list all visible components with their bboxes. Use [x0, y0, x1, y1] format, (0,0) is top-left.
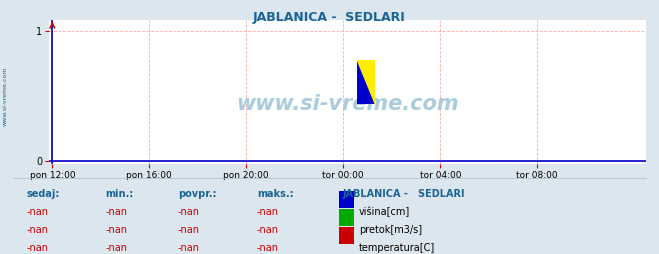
Text: -nan: -nan [26, 243, 48, 252]
Text: pretok[m3/s]: pretok[m3/s] [359, 225, 422, 235]
Polygon shape [357, 60, 375, 104]
Text: www.si-vreme.com: www.si-vreme.com [237, 93, 459, 114]
Text: sedaj:: sedaj: [26, 189, 60, 199]
Text: -nan: -nan [26, 207, 48, 217]
Text: -nan: -nan [26, 225, 48, 235]
Text: -nan: -nan [105, 207, 127, 217]
Text: temperatura[C]: temperatura[C] [359, 243, 436, 252]
Text: višina[cm]: višina[cm] [359, 207, 411, 217]
Text: -nan: -nan [257, 207, 279, 217]
Polygon shape [357, 60, 375, 104]
Text: -nan: -nan [105, 243, 127, 252]
Text: povpr.:: povpr.: [178, 189, 216, 199]
Text: -nan: -nan [257, 243, 279, 252]
Text: -nan: -nan [257, 225, 279, 235]
Text: www.si-vreme.com: www.si-vreme.com [3, 67, 8, 126]
Text: JABLANICA -   SEDLARI: JABLANICA - SEDLARI [343, 189, 465, 199]
Text: -nan: -nan [105, 225, 127, 235]
Text: -nan: -nan [178, 207, 200, 217]
Text: min.:: min.: [105, 189, 134, 199]
Text: -nan: -nan [178, 243, 200, 252]
Text: -nan: -nan [178, 225, 200, 235]
Text: maks.:: maks.: [257, 189, 294, 199]
Text: JABLANICA -  SEDLARI: JABLANICA - SEDLARI [253, 11, 406, 24]
